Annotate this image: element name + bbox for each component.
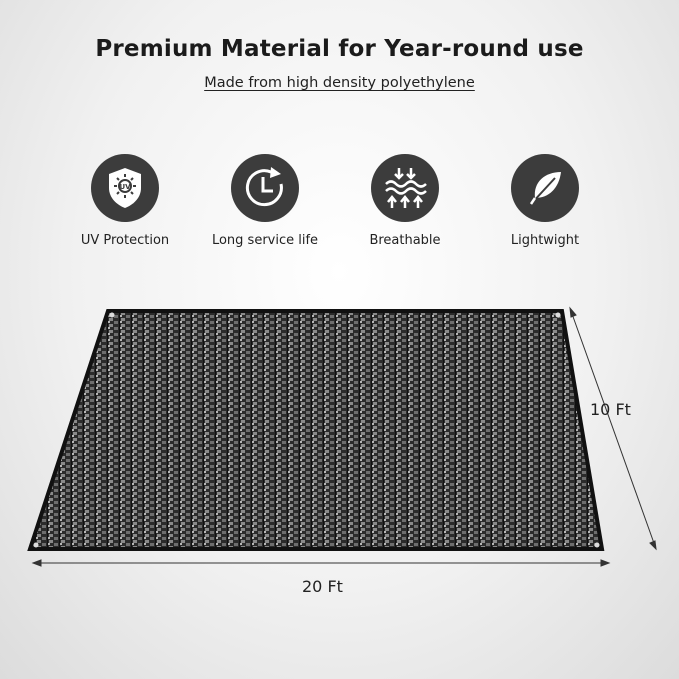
uv-shield-icon: UV [91,154,159,222]
feature-label: UV Protection [80,233,170,248]
feature-lightweight: Lightwight [475,154,615,248]
shade-cloth-mat [27,309,605,551]
airflow-waves-icon [371,154,439,222]
subtitle: Made from high density polyethylene [204,75,475,91]
width-dimension-line [31,559,611,567]
feature-long-service-life: Long service life [195,154,335,248]
height-dimension-line [569,306,657,551]
feature-uv-protection: UV UV Protection [55,154,195,248]
width-label: 20 Ft [302,577,343,596]
feature-label: Long service life [211,233,319,248]
grommets [33,312,600,548]
page-title: Premium Material for Year-round use [95,36,584,62]
svg-text:UV: UV [119,183,131,191]
feature-breathable: Breathable [335,154,475,248]
feature-label: Breathable [369,233,441,248]
height-label: 10 Ft [590,400,631,419]
feature-label: Lightwight [510,233,580,248]
clock-refresh-icon [231,154,299,222]
feather-icon [511,154,579,222]
